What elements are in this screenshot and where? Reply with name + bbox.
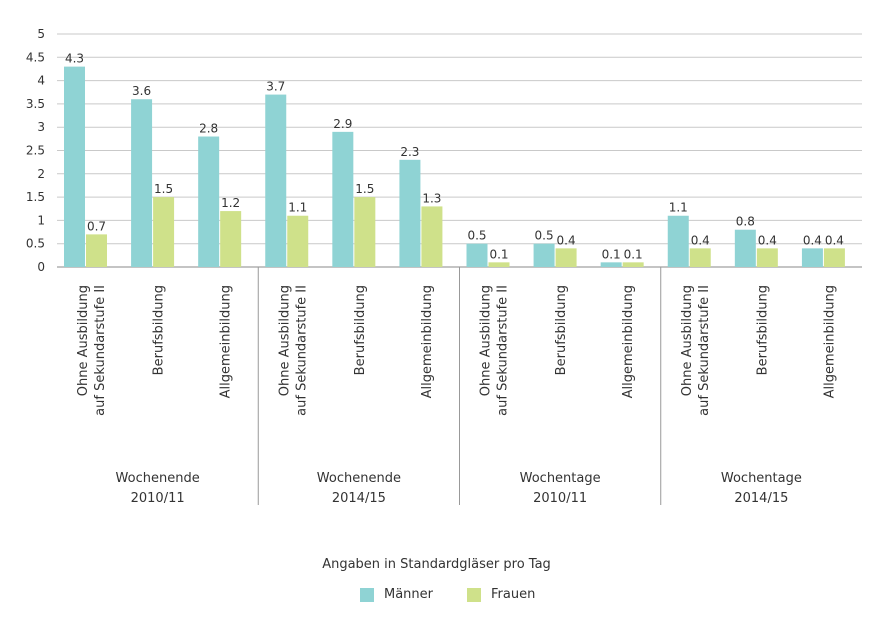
bar-maenner bbox=[198, 136, 220, 267]
data-label: 1.1 bbox=[288, 201, 307, 215]
data-label: 0.5 bbox=[467, 229, 486, 243]
legend-label-frauen: Frauen bbox=[491, 587, 536, 602]
y-tick-label: 5 bbox=[37, 27, 45, 41]
category-label: Berufsbildung bbox=[152, 285, 167, 375]
category-label: Ohne Ausbildung bbox=[76, 285, 91, 396]
data-label: 0.1 bbox=[489, 247, 508, 261]
category-label: auf Sekundarstufe II bbox=[697, 285, 712, 416]
data-label: 3.6 bbox=[132, 84, 151, 98]
category-label: auf Sekundarstufe II bbox=[496, 285, 511, 416]
bar-frauen bbox=[488, 262, 510, 267]
legend-swatch-frauen bbox=[467, 587, 482, 602]
bar-maenner bbox=[131, 99, 153, 268]
data-label: 0.7 bbox=[87, 219, 106, 233]
y-tick-label: 4 bbox=[37, 74, 45, 88]
bar-maenner bbox=[667, 215, 689, 267]
data-label: 0.4 bbox=[758, 233, 777, 247]
data-label: 0.1 bbox=[624, 247, 643, 261]
bar-maenner bbox=[600, 262, 622, 267]
data-label: 3.7 bbox=[266, 80, 285, 94]
bar-maenner bbox=[399, 159, 421, 267]
group-label: Wochenende bbox=[317, 471, 401, 486]
y-tick-label: 0.5 bbox=[26, 237, 45, 251]
data-label: 0.4 bbox=[691, 233, 710, 247]
bar-frauen bbox=[689, 248, 711, 267]
data-label: 0.1 bbox=[602, 247, 621, 261]
data-label: 0.4 bbox=[557, 233, 576, 247]
bar-frauen bbox=[823, 248, 845, 267]
group-label: Wochentage bbox=[520, 471, 601, 486]
data-label: 4.3 bbox=[65, 52, 84, 66]
bar-maenner bbox=[734, 229, 756, 267]
group-label: 2010/11 bbox=[131, 491, 185, 506]
legend-item-maenner: Männer bbox=[360, 587, 433, 602]
data-label: 1.5 bbox=[355, 182, 374, 196]
bar-frauen bbox=[153, 197, 175, 267]
category-label: auf Sekundarstufe II bbox=[294, 285, 309, 416]
group-label: Wochentage bbox=[721, 471, 802, 486]
legend: Männer Frauen bbox=[360, 587, 569, 602]
category-label: Allgemeinbildung bbox=[219, 285, 234, 398]
bar-maenner bbox=[533, 243, 555, 267]
category-label: Allgemeinbildung bbox=[420, 285, 435, 398]
bar-maenner bbox=[801, 248, 823, 267]
group-label: 2014/15 bbox=[332, 491, 386, 506]
y-tick-label: 4.5 bbox=[26, 50, 45, 64]
data-label: 1.3 bbox=[422, 191, 441, 205]
group-label: 2014/15 bbox=[734, 491, 788, 506]
category-label: Berufsbildung bbox=[554, 285, 569, 375]
y-tick-label: 1 bbox=[37, 213, 45, 227]
category-label: Allgemeinbildung bbox=[621, 285, 636, 398]
category-label: Ohne Ausbildung bbox=[479, 285, 494, 396]
bar-maenner bbox=[64, 66, 85, 268]
bar-frauen bbox=[421, 206, 443, 267]
data-label: 1.2 bbox=[221, 196, 240, 210]
bar-frauen bbox=[756, 248, 778, 267]
category-label: Ohne Ausbildung bbox=[277, 285, 292, 396]
bar-frauen bbox=[354, 197, 376, 267]
data-label: 0.4 bbox=[825, 233, 844, 247]
y-tick-label: 3 bbox=[37, 120, 45, 134]
bar-frauen bbox=[555, 248, 577, 267]
group-label: 2010/11 bbox=[533, 491, 587, 506]
category-label: Berufsbildung bbox=[353, 285, 368, 375]
data-label: 0.5 bbox=[535, 229, 554, 243]
data-label: 2.9 bbox=[333, 117, 352, 131]
bar-frauen bbox=[622, 262, 644, 267]
data-label: 2.8 bbox=[199, 122, 218, 136]
group-label: Wochenende bbox=[116, 471, 200, 486]
legend-caption: Angaben in Standardgläser pro Tag bbox=[322, 557, 551, 572]
category-label: Allgemeinbildung bbox=[822, 285, 837, 398]
data-label: 1.1 bbox=[669, 201, 688, 215]
bar-maenner bbox=[265, 94, 287, 267]
bar-frauen bbox=[220, 211, 242, 267]
legend-swatch-maenner bbox=[360, 587, 374, 602]
data-label: 1.5 bbox=[154, 182, 173, 196]
bar-frauen bbox=[287, 215, 309, 267]
category-label: Ohne Ausbildung bbox=[680, 285, 695, 396]
data-label: 2.3 bbox=[400, 145, 419, 159]
y-tick-label: 2.5 bbox=[26, 144, 45, 158]
y-tick-label: 0 bbox=[37, 260, 45, 274]
y-tick-label: 3.5 bbox=[26, 97, 45, 111]
category-label: Berufsbildung bbox=[755, 285, 770, 375]
legend-label-maenner: Männer bbox=[384, 587, 434, 602]
category-label: auf Sekundarstufe II bbox=[93, 285, 108, 416]
bar-maenner bbox=[466, 243, 488, 267]
data-label: 0.8 bbox=[736, 215, 755, 229]
y-tick-label: 2 bbox=[37, 167, 45, 181]
data-label: 0.4 bbox=[803, 233, 822, 247]
bar-frauen bbox=[86, 234, 107, 267]
legend-item-frauen: Frauen bbox=[467, 587, 535, 602]
bar-maenner bbox=[332, 131, 354, 267]
y-tick-label: 1.5 bbox=[26, 190, 45, 204]
